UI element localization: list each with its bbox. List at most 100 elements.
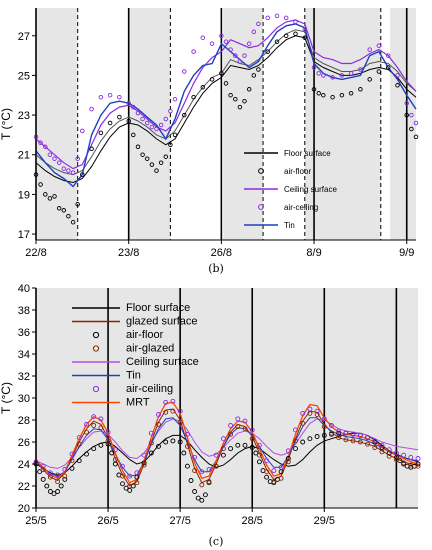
point-air-floor-26 bbox=[182, 112, 187, 118]
point-air-floor-55 bbox=[404, 112, 409, 118]
point-air-glazed-39 bbox=[314, 412, 320, 417]
point-air-ceiling-5 bbox=[56, 160, 62, 165]
point-air-floor-19 bbox=[144, 156, 150, 161]
point-air-glazed-1 bbox=[40, 467, 46, 472]
point-air-floor-27 bbox=[170, 438, 176, 444]
series-line-tin bbox=[35, 23, 417, 188]
point-air-ceiling-53 bbox=[385, 53, 391, 58]
point-air-ceiling-38 bbox=[256, 21, 261, 27]
point-air-ceiling-32 bbox=[264, 458, 270, 464]
x-tick-label-2: 26/8 bbox=[211, 247, 232, 259]
point-air-floor-29 bbox=[209, 77, 215, 82]
point-air-glazed-23 bbox=[199, 482, 205, 488]
point-air-floor-25 bbox=[156, 443, 161, 449]
y-axis-label: T (°C) bbox=[0, 108, 13, 140]
point-air-floor-41 bbox=[242, 442, 248, 448]
point-air-glazed-8 bbox=[91, 423, 97, 428]
point-air-floor-28 bbox=[177, 439, 183, 445]
point-air-ceiling-22 bbox=[158, 122, 164, 128]
y-tick-label-0: 20 bbox=[18, 503, 30, 515]
point-air-floor-35 bbox=[242, 98, 247, 104]
point-air-ceiling-24 bbox=[168, 108, 173, 114]
point-air-floor-22 bbox=[158, 160, 164, 165]
point-air-floor-12 bbox=[98, 130, 104, 136]
point-air-floor-24 bbox=[148, 450, 154, 456]
point-air-floor-40 bbox=[274, 39, 280, 44]
point-air-ceiling-14 bbox=[134, 470, 140, 476]
legend-label-air-ceiling: air-ceiling bbox=[126, 383, 173, 395]
point-air-floor-53 bbox=[300, 439, 306, 445]
point-air-ceiling-51 bbox=[367, 47, 372, 52]
night-band-2 bbox=[223, 8, 264, 240]
point-air-floor-43 bbox=[302, 35, 308, 40]
point-air-glazed-36 bbox=[293, 438, 298, 444]
point-air-floor-9 bbox=[75, 202, 80, 207]
point-air-ceiling-50 bbox=[358, 67, 363, 72]
point-air-glazed-45 bbox=[357, 439, 363, 445]
point-air-ceiling-54 bbox=[395, 73, 400, 78]
legend-label-air-glazed: air-glazed bbox=[126, 343, 174, 355]
series-points-air-glazed bbox=[33, 408, 421, 489]
y-axis-label: T (°C) bbox=[0, 382, 13, 414]
point-air-floor-1 bbox=[37, 469, 43, 475]
point-air-floor-7 bbox=[66, 213, 71, 219]
legend: Floor surface air-floor Ceiling surface air… bbox=[244, 149, 337, 230]
point-air-floor-32 bbox=[192, 489, 198, 494]
point-air-ceiling-21 bbox=[184, 431, 190, 437]
point-air-ceiling-24 bbox=[206, 467, 212, 472]
legend-label-tin: Tin bbox=[284, 221, 295, 230]
point-air-glazed-34 bbox=[278, 475, 284, 481]
point-air-ceiling-29 bbox=[209, 41, 215, 46]
point-air-floor-56 bbox=[321, 432, 327, 438]
point-air-floor-44 bbox=[311, 87, 317, 92]
point-air-glazed-32 bbox=[264, 469, 270, 475]
point-air-glazed-22 bbox=[192, 468, 198, 474]
point-air-floor-42 bbox=[249, 445, 255, 450]
y-tick-label-4: 28 bbox=[18, 415, 30, 427]
point-air-glazed-31 bbox=[256, 452, 262, 458]
point-air-floor-39 bbox=[265, 49, 270, 54]
point-air-ceiling-56 bbox=[409, 112, 414, 118]
point-air-glazed-13 bbox=[127, 483, 133, 489]
point-air-glazed-12 bbox=[120, 473, 125, 479]
point-air-floor-20 bbox=[149, 162, 155, 167]
point-air-floor-23 bbox=[141, 460, 147, 466]
point-air-floor-15 bbox=[126, 118, 131, 124]
point-air-ceiling-48 bbox=[379, 442, 385, 448]
point-air-ceiling-6 bbox=[61, 166, 67, 171]
point-air-ceiling-55 bbox=[404, 100, 409, 106]
legend-label-glazed-surface: glazed surface bbox=[126, 316, 198, 328]
point-air-floor-38 bbox=[256, 67, 261, 72]
series-line-ceiling-surface bbox=[35, 19, 417, 170]
point-air-floor-56 bbox=[409, 126, 414, 132]
point-air-ceiling-23 bbox=[163, 116, 169, 122]
point-air-ceiling-2 bbox=[43, 144, 48, 150]
point-air-ceiling-27 bbox=[191, 49, 196, 54]
point-air-ceiling-9 bbox=[75, 156, 80, 161]
point-air-floor-28 bbox=[200, 85, 206, 90]
night-band-5 bbox=[390, 8, 416, 240]
series-points-air-floor bbox=[33, 31, 419, 225]
point-air-ceiling-42 bbox=[336, 428, 342, 434]
point-air-floor-31 bbox=[188, 478, 194, 483]
point-air-floor-49 bbox=[348, 91, 354, 96]
point-air-glazed-42 bbox=[336, 435, 342, 441]
point-air-ceiling-1 bbox=[38, 140, 43, 146]
point-air-floor-33 bbox=[233, 96, 238, 102]
point-air-floor-34 bbox=[237, 104, 243, 110]
x-tick-label-3: 8/9 bbox=[306, 247, 321, 259]
point-air-ceiling-28 bbox=[235, 416, 241, 422]
point-air-ceiling-28 bbox=[200, 35, 206, 40]
point-air-glazed-4 bbox=[62, 473, 68, 479]
point-air-ceiling-18 bbox=[163, 399, 169, 405]
point-air-floor-10 bbox=[80, 172, 85, 177]
point-air-floor-5 bbox=[56, 206, 62, 211]
point-air-floor-48 bbox=[339, 92, 345, 98]
point-air-ceiling-43 bbox=[302, 27, 308, 33]
y-tick-label-3: 26 bbox=[18, 437, 30, 449]
point-air-ceiling-5 bbox=[69, 451, 75, 457]
series-points-air-ceiling bbox=[33, 398, 421, 479]
point-air-ceiling-33 bbox=[233, 53, 238, 58]
legend-swatch-air-glazed bbox=[92, 345, 100, 352]
point-air-glazed-50 bbox=[393, 457, 399, 463]
